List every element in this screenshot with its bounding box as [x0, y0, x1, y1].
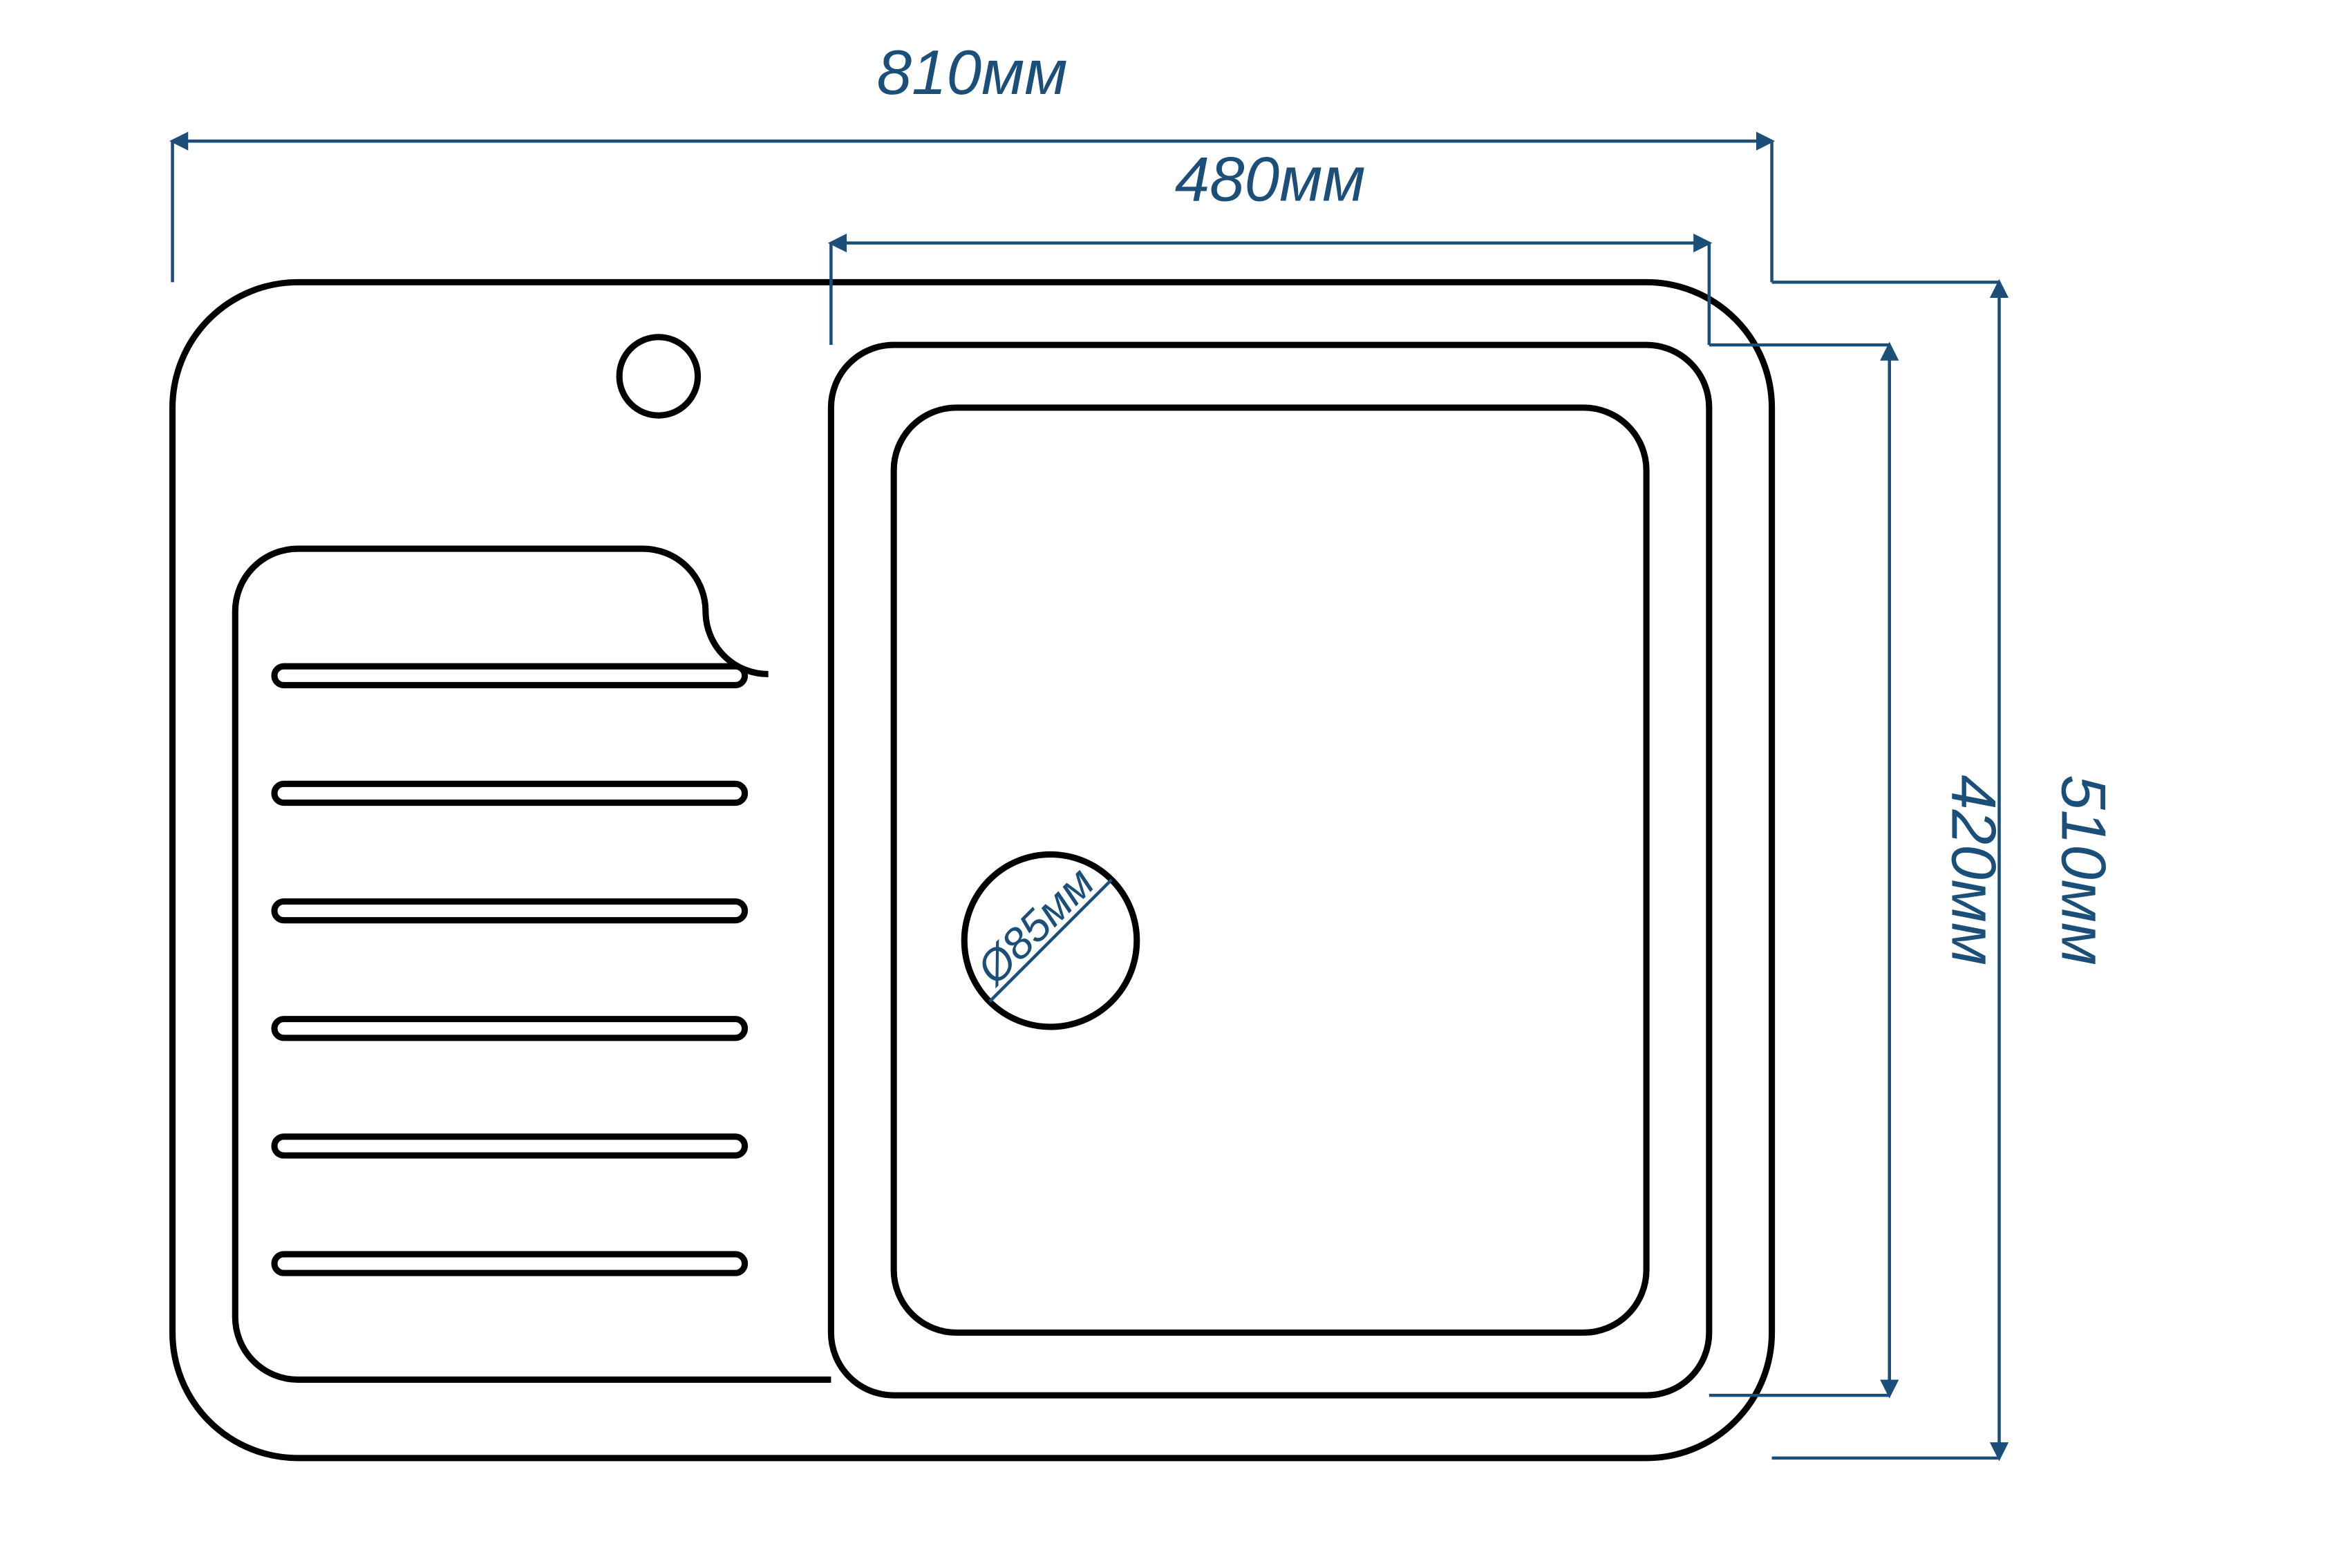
sink-outer [173, 282, 1772, 1457]
rib-0 [274, 666, 745, 685]
dim-810-label: 810мм [877, 38, 1068, 108]
dim-510-label: 510мм [2048, 775, 2118, 965]
dim-420-label: 420мм [1938, 775, 2008, 965]
rib-5 [274, 1254, 745, 1273]
sink-diagram: Ø85мм810мм480мм510мм420мм [0, 0, 2352, 1568]
rib-3 [274, 1019, 745, 1038]
rib-2 [274, 901, 745, 920]
tap-hole [619, 337, 697, 415]
rib-1 [274, 784, 745, 802]
rib-4 [274, 1137, 745, 1155]
dim-480-label: 480мм [1175, 144, 1366, 214]
bowl-outer [831, 345, 1709, 1395]
